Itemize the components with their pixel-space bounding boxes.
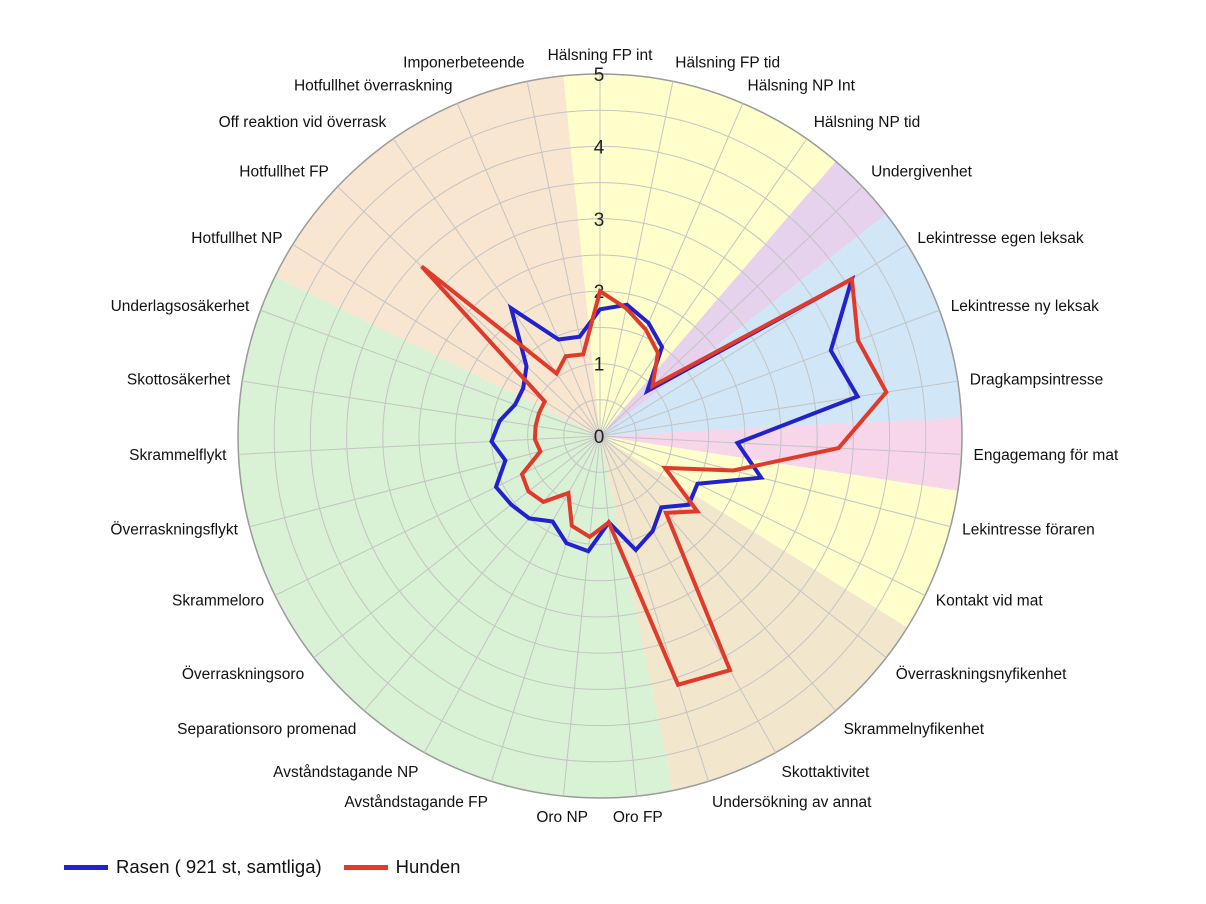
background-sector-0: [563, 74, 836, 437]
category-label-18: Avståndstagande NP: [273, 764, 418, 781]
category-label-16: Oro NP: [536, 809, 588, 826]
category-label-24: Skottosäkerhet: [127, 371, 231, 388]
category-label-15: Oro FP: [613, 809, 663, 826]
spoke-27: [337, 186, 601, 437]
category-label-26: Hotfullhet NP: [191, 230, 282, 247]
category-label-19: Separationsoro promenad: [177, 721, 356, 738]
category-label-11: Överraskningsnyfikenhet: [896, 665, 1067, 683]
background-sector-3: [600, 417, 963, 491]
chart-legend: Rasen ( 921 st, samtliga) Hunden: [64, 856, 482, 878]
spoke-23: [238, 435, 601, 455]
r-tick-label-1: 1: [594, 355, 605, 376]
spoke-26: [292, 244, 601, 437]
legend-label-hunden: Hunden: [395, 856, 461, 877]
spoke-30: [526, 81, 601, 437]
category-label-9: Lekintresse föraren: [962, 522, 1095, 539]
spoke-11: [599, 435, 887, 658]
spoke-5: [599, 244, 908, 437]
legend-item-hunden: Hunden: [343, 856, 461, 878]
spoke-16: [562, 435, 601, 797]
series-line-hunden: [420, 264, 889, 688]
spoke-24: [242, 380, 601, 437]
spoke-9: [599, 435, 951, 528]
legend-swatch-hunden: [343, 864, 388, 870]
spoke-1: [599, 81, 674, 437]
spoke-20: [313, 435, 601, 658]
category-label-2: Hälsning NP Int: [748, 77, 856, 94]
spoke-17: [491, 435, 601, 782]
spoke-25: [260, 309, 601, 437]
category-label-1: Hälsning FP tid: [675, 55, 780, 72]
background-sector-2: [600, 214, 962, 436]
category-label-30: Imponerbeteende: [403, 55, 525, 72]
category-label-5: Lekintresse egen leksak: [917, 230, 1084, 247]
category-label-14: Undersökning av annat: [712, 794, 872, 811]
spoke-7: [599, 380, 958, 437]
category-label-28: Off reaktion vid överrask: [219, 114, 387, 131]
category-label-20: Överraskningsoro: [182, 665, 304, 683]
spoke-21: [274, 435, 601, 596]
category-label-3: Hälsning NP tid: [814, 114, 921, 131]
series-line-rasen: [489, 274, 861, 554]
r-tick-label-3: 3: [594, 210, 605, 231]
category-label-0: Hälsning FP int: [548, 47, 654, 64]
category-label-6: Lekintresse ny leksak: [951, 298, 1099, 315]
spoke-6: [599, 309, 940, 437]
category-label-4: Undergivenhet: [871, 163, 973, 180]
category-label-21: Skrammeloro: [172, 593, 264, 610]
r-tick-label-5: 5: [594, 65, 605, 86]
background-sector-5: [600, 436, 908, 791]
spoke-28: [392, 138, 601, 437]
category-label-29: Hotfullhet överraskning: [294, 77, 453, 94]
spoke-4: [599, 186, 863, 437]
legend-label-rasen: Rasen ( 921 st, samtliga): [116, 856, 322, 877]
legend-item-rasen: Rasen ( 921 st, samtliga): [64, 856, 322, 878]
category-label-13: Skottaktivitet: [782, 764, 871, 781]
spoke-14: [599, 435, 709, 782]
category-label-10: Kontakt vid mat: [936, 593, 1044, 610]
spoke-8: [599, 435, 962, 455]
category-label-8: Engagemang för mat: [974, 447, 1119, 464]
spoke-18: [423, 435, 601, 753]
spoke-15: [599, 435, 638, 797]
spoke-29: [456, 103, 601, 437]
spoke-12: [599, 435, 837, 711]
category-label-22: Överraskningsflykt: [110, 521, 238, 539]
category-label-25: Underlagsosäkerhet: [111, 298, 250, 315]
spoke-2: [599, 103, 744, 437]
category-label-23: Skrammelflykt: [129, 447, 227, 464]
spoke-3: [599, 138, 808, 437]
legend-swatch-rasen: [64, 864, 108, 870]
category-label-12: Skrammelnyfikenhet: [844, 721, 985, 738]
background-sector-6: [238, 276, 673, 798]
category-label-7: Dragkampsintresse: [970, 371, 1104, 388]
spoke-13: [599, 435, 777, 753]
category-label-17: Avståndstagande FP: [344, 794, 488, 811]
r-tick-label-4: 4: [594, 137, 605, 158]
background-sector-4: [600, 436, 958, 628]
spoke-10: [599, 435, 926, 596]
category-label-27: Hotfullhet FP: [239, 163, 329, 180]
r-tick-label-0: 0: [594, 427, 605, 448]
spoke-19: [363, 435, 601, 711]
